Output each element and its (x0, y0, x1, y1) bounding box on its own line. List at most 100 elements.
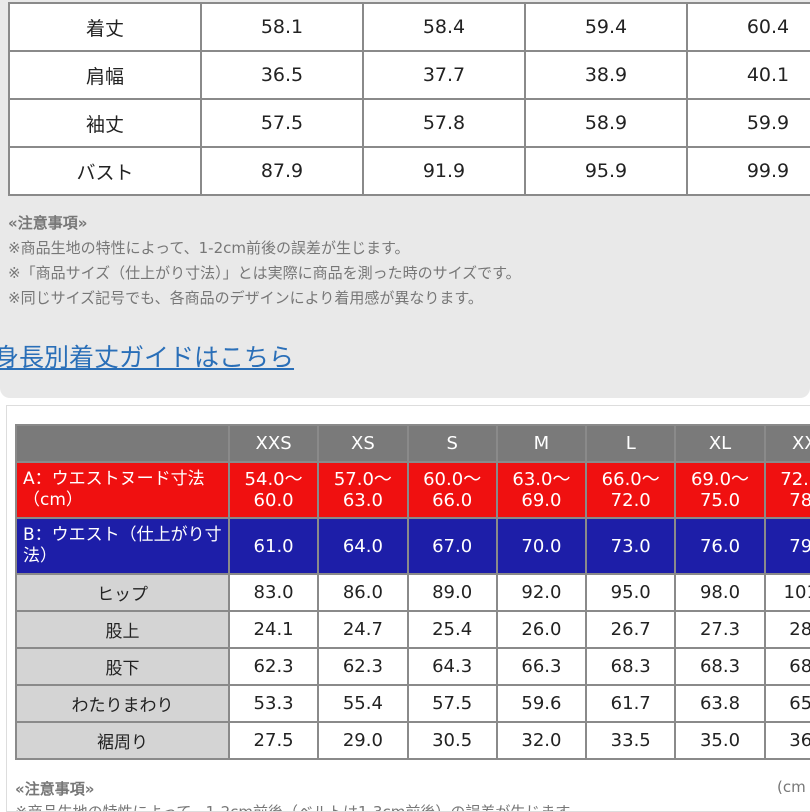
row-label: B：ウエスト（仕上がり寸法） (17, 519, 228, 573)
cell-text: 87.9 (260, 160, 304, 182)
cell-text: 30.5 (432, 730, 473, 751)
cell-text: 66.0 (432, 490, 473, 511)
cell-text: 61.0 (253, 535, 294, 557)
cell-text: 裾周り (96, 733, 148, 753)
table-row: バスト 87.9 91.9 95.9 99.9 (10, 148, 810, 194)
cell-text: 62.3 (253, 656, 294, 677)
cell-text: 24.7 (342, 619, 383, 640)
cell-text: バスト (76, 161, 134, 184)
cell-text: 38.9 (584, 64, 628, 86)
cell: 89.0 (408, 575, 496, 610)
cell: 99.9 (688, 148, 810, 194)
cell: 63.0〜 69.0 (497, 463, 586, 517)
cell: 24.1 (229, 612, 318, 647)
cell-text: 28.0 (789, 619, 810, 640)
cell-text: 59.9 (746, 112, 790, 134)
cell-text: 64.3 (432, 656, 473, 677)
cell: 58.4 (364, 4, 524, 50)
cell-text: 69.0 (521, 490, 562, 511)
cell: 91.9 (364, 148, 524, 194)
cell: 59.4 (526, 4, 686, 50)
cell-text: 26.0 (521, 619, 562, 640)
cell: 62.3 (319, 649, 407, 684)
cell-text: 67.0 (432, 535, 473, 557)
cell-text: 58.9 (584, 112, 628, 134)
cell-text: 73.0 (610, 535, 651, 557)
cell-text: 55.4 (342, 693, 383, 714)
cell: 98.0 (676, 575, 764, 610)
cell: 32.0 (497, 723, 586, 758)
cell-text: 53.3 (253, 693, 294, 714)
cell: 29.0 (319, 723, 407, 758)
cell-text: 70.0 (521, 535, 562, 557)
guide-link[interactable]: 身長別着丈ガイドはこちら (0, 343, 295, 372)
row-label: わたりまわり (17, 686, 228, 721)
row-label: 袖丈 (10, 100, 200, 146)
table-row: 裾周り 27.5 29.0 30.5 32.0 33.5 35.0 36.5 (17, 723, 810, 758)
note: ※商品生地の特性によって、1-2cm前後（ベルトは1-3cm前後）の誤差が生じま… (15, 803, 584, 812)
cell: 36.5 (765, 723, 810, 758)
bottom-panel: XXSXSSMLXLXXLA：ウエストヌード寸法（cm）54.0〜60.057.… (6, 405, 810, 812)
corner-cell (17, 426, 228, 461)
cell-text: 95.0 (610, 582, 651, 603)
cell: 26.7 (587, 612, 675, 647)
cell-text: 68.3 (699, 656, 741, 677)
cell: 35.0 (676, 723, 764, 758)
cell-text: 27.3 (699, 619, 741, 640)
cell-text: 91.9 (422, 160, 466, 182)
cell-text: 95.9 (584, 160, 628, 182)
cell-text: 83.0 (253, 582, 294, 603)
cell: 69.0〜 75.0 (676, 463, 764, 517)
size-header: S (408, 426, 496, 461)
cell-text: A：ウエストヌード寸法（cm） (23, 469, 205, 510)
cell: 27.5 (229, 723, 318, 758)
cell-text: 袖丈 (85, 113, 124, 136)
cell-text: 60.0〜 (423, 469, 482, 490)
cell-text: 29.0 (342, 730, 383, 751)
cell: 68.3 (765, 649, 810, 684)
size-header: XXS (229, 426, 318, 461)
cell: 54.0〜 60.0 (229, 463, 318, 517)
cell: 59.6 (497, 686, 586, 721)
table-row: 股下 62.3 62.3 64.3 66.3 68.3 68.3 68.3 (17, 649, 810, 684)
cell-text: 78.0 (789, 490, 810, 511)
table-row: A：ウエストヌード寸法（cm） 54.0〜 60.0 57.0〜 63.0 60.0〜 66… (17, 463, 810, 517)
cell-text: 33.5 (610, 730, 651, 751)
table-row: B：ウエスト（仕上がり寸法） 61.0 64.0 67.0 70.0 73.0 76.0 79… (17, 519, 810, 573)
cell: 70.0 (497, 519, 586, 573)
note: ※「商品サイズ（仕上がり寸法）」とは実際に商品を測った時のサイズです。 (8, 264, 521, 282)
cell: 87.9 (202, 148, 362, 194)
cell-text: XXS (255, 433, 292, 454)
row-label: 股下 (17, 649, 228, 684)
cell-text: 57.8 (422, 112, 466, 134)
size-table: XXSXSSMLXLXXLA：ウエストヌード寸法（cm）54.0〜60.057.… (15, 424, 810, 760)
cell-text: 36.5 (789, 730, 810, 751)
cell: 83.0 (229, 575, 318, 610)
cell: 73.0 (587, 519, 675, 573)
cell-text: 24.1 (253, 619, 294, 640)
size-header: XL (676, 426, 764, 461)
row-label: 肩幅 (10, 52, 200, 98)
cell-text: 58.4 (422, 16, 466, 38)
cell: 79.0 (765, 519, 810, 573)
cell-text: 86.0 (342, 582, 383, 603)
row-label: 着丈 (10, 4, 200, 50)
cell: 76.0 (676, 519, 764, 573)
cell-text: 股上 (105, 622, 140, 642)
cell: 24.7 (319, 612, 407, 647)
cell-text: S (446, 433, 458, 454)
notes-heading: «注意事項» (15, 780, 95, 798)
cell: 57.0〜 63.0 (319, 463, 407, 517)
cell: 72.0〜78.0 (765, 463, 810, 517)
cell: 57.8 (364, 100, 524, 146)
cell: 33.5 (587, 723, 675, 758)
cell-text: 35.0 (699, 730, 741, 751)
cell-text: 肩幅 (85, 65, 124, 88)
row-label: ヒップ (17, 575, 228, 610)
cell-text: 68.3 (789, 656, 810, 677)
cell: 62.3 (229, 649, 318, 684)
cell-text: 57.5 (260, 112, 304, 134)
table-row: 股上 24.1 24.7 25.4 26.0 26.7 27.3 28.0 (17, 612, 810, 647)
cell-text: 101.0 (783, 582, 810, 603)
